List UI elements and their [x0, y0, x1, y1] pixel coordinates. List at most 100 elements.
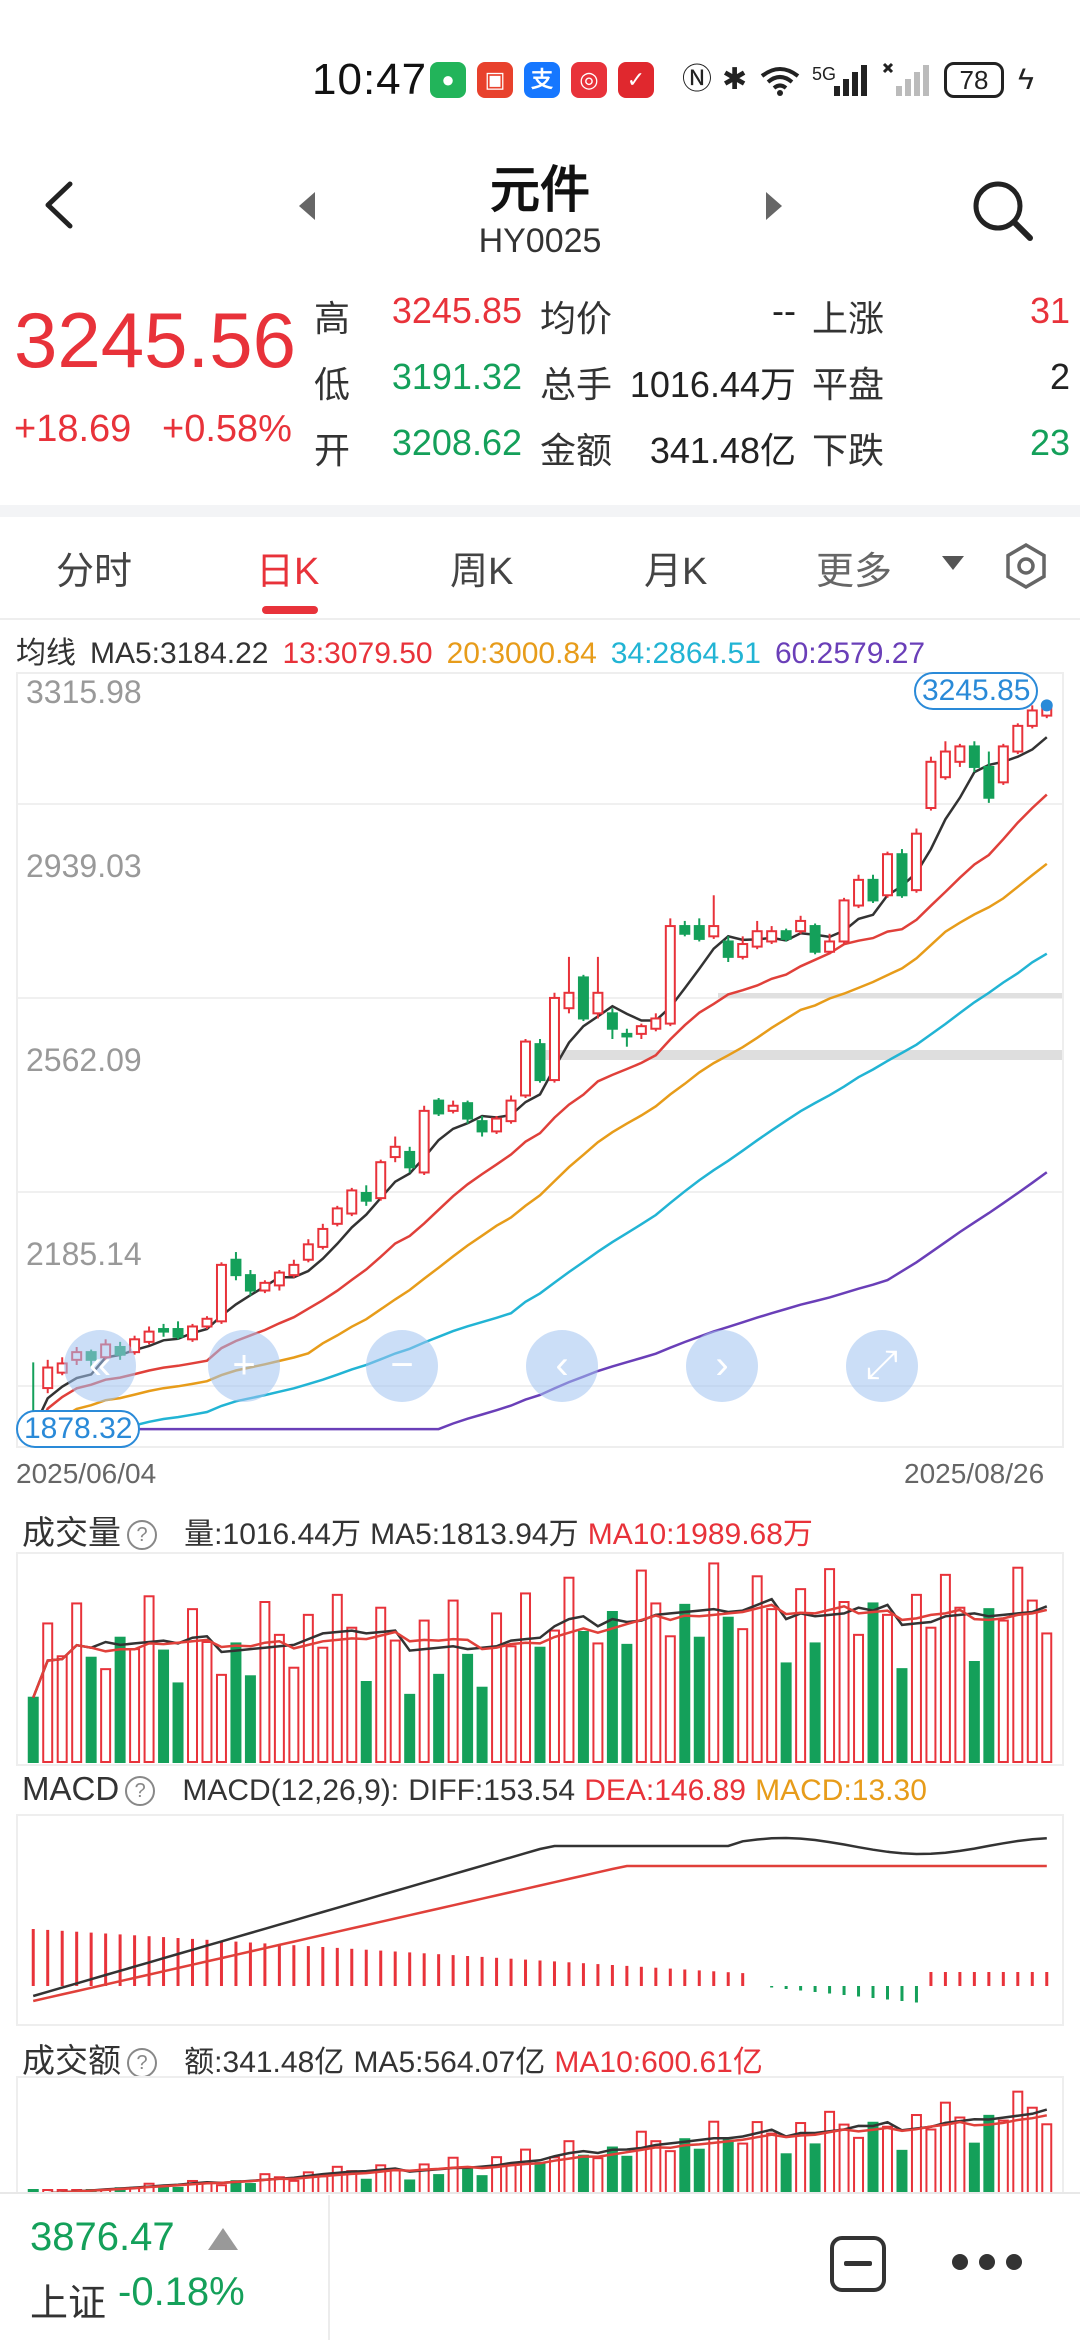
candle-body: [838, 899, 850, 943]
volume-bar: [346, 1626, 358, 1764]
amount-chart[interactable]: [16, 2076, 1064, 2196]
amount-value-text: 额:341.48亿: [184, 2046, 345, 2079]
candle-body: [882, 853, 893, 897]
volume-bar: [1041, 1632, 1053, 1763]
volume-bar: [606, 1611, 618, 1763]
candle-body: [42, 1366, 54, 1390]
minimize-button[interactable]: [830, 2236, 886, 2292]
tab-monthly-k[interactable]: 月K: [644, 551, 708, 593]
next-stock-button[interactable]: [762, 190, 786, 222]
amount-ma5: MA5:564.07亿: [353, 2046, 546, 2079]
macd-plot: [31, 1836, 1049, 2003]
search-button[interactable]: [970, 178, 1036, 244]
volume-bar: [838, 1601, 850, 1763]
scroll-left-icon[interactable]: ‹: [526, 1330, 598, 1402]
volume-bar: [187, 1608, 198, 1764]
candle-body: [577, 976, 589, 1020]
zoom-out-icon[interactable]: −: [366, 1330, 438, 1402]
volume-bar: [259, 1601, 271, 1763]
flash-app-icon: ✓: [618, 62, 654, 98]
volume-bar: [954, 1606, 966, 1764]
volume-ma5: MA5:1813.94万: [370, 1518, 579, 1551]
volume-bar: [375, 1606, 387, 1764]
tab-daily-k[interactable]: 日K: [256, 551, 320, 593]
chevron-down-icon[interactable]: [942, 556, 964, 570]
candle-body: [404, 1150, 416, 1169]
scroll-right-icon[interactable]: ›: [686, 1330, 758, 1402]
amount-bar: [447, 2156, 459, 2195]
help-icon[interactable]: ?: [125, 1776, 156, 1807]
tab-weekly-k[interactable]: 周K: [450, 551, 514, 593]
candle-body: [693, 925, 705, 940]
help-icon[interactable]: ?: [127, 1520, 157, 1551]
volume-bar: [360, 1681, 372, 1763]
volume-ma10: MA10:1989.68万: [587, 1518, 813, 1551]
signal-icon: [832, 62, 870, 98]
index-value[interactable]: 3876.47: [30, 2215, 175, 2259]
amount-bar: [664, 2150, 676, 2195]
amount-bar: [592, 2157, 604, 2195]
volume-bar: [404, 1693, 416, 1764]
volume-bar: [751, 1575, 763, 1763]
amount-bar: [693, 2148, 705, 2195]
amount-bar: [939, 2101, 951, 2195]
candle-body: [375, 1161, 387, 1200]
index-change[interactable]: -0.18%: [118, 2270, 245, 2314]
candle-body: [476, 1120, 488, 1133]
volume-bar: [548, 1629, 560, 1763]
tab-more[interactable]: 更多: [816, 551, 893, 593]
avg-price-label: 均价: [540, 298, 613, 339]
amount-bar: [1041, 2123, 1053, 2195]
amount-bar: [737, 2142, 749, 2195]
candle-body: [215, 1263, 227, 1323]
fullscreen-icon[interactable]: ⤢: [846, 1330, 918, 1402]
candle-body: [925, 760, 937, 810]
candle-body: [346, 1189, 358, 1215]
volume-bar: [172, 1682, 184, 1763]
candle-body: [418, 1109, 430, 1174]
help-icon[interactable]: ?: [127, 2048, 157, 2079]
volume-label: 总手: [540, 364, 613, 405]
tab-intraday[interactable]: 分时: [56, 551, 133, 593]
volume-chart[interactable]: [16, 1552, 1064, 1766]
macd-legend: MACD? MACD(12,26,9): DIFF:153.54 DEA:146…: [22, 1770, 927, 1808]
settings-button[interactable]: [1002, 542, 1050, 590]
zoom-in-icon[interactable]: +: [208, 1330, 280, 1402]
candle-body: [1026, 709, 1038, 727]
alipay-icon: 支: [524, 62, 560, 98]
signal-2-icon: [882, 62, 930, 98]
index-name[interactable]: 上证: [30, 2283, 107, 2325]
candle-body: [664, 925, 676, 1025]
arrow-up-icon: [208, 2228, 238, 2250]
open-label: 开: [314, 430, 351, 471]
dot-icon: [952, 2254, 968, 2270]
amount-bar: [780, 2153, 792, 2195]
kline-chart[interactable]: [16, 672, 1064, 1492]
candle-body: [447, 1104, 459, 1112]
rewind-icon[interactable]: «: [64, 1330, 136, 1402]
volume-bar: [780, 1662, 792, 1763]
volume-bar: [925, 1626, 937, 1764]
stock-name: 元件: [490, 162, 590, 218]
volume-ma5-line: [32, 1597, 1048, 1699]
charging-icon: ϟ: [1018, 63, 1034, 96]
prev-stock-button[interactable]: [295, 190, 319, 222]
amount-bar: [882, 2125, 893, 2195]
volume-bar: [331, 1593, 343, 1763]
stock-code: HY0025: [478, 222, 602, 260]
min-price-marker: 1878.32: [16, 1410, 141, 1448]
macd-chart[interactable]: [16, 1814, 1064, 2026]
candle-body: [896, 853, 908, 897]
gear-icon: [1006, 542, 1046, 590]
more-options-button[interactable]: [952, 2248, 1022, 2278]
volume-bar: [143, 1595, 155, 1763]
ma13-value: 13:3079.50: [282, 637, 433, 670]
tab-divider: [0, 618, 1080, 620]
volume-bar: [288, 1666, 300, 1763]
back-button[interactable]: [40, 180, 80, 230]
ma60-value: 60:2579.27: [774, 637, 926, 670]
candle-body: [1012, 724, 1024, 753]
wechat-icon: ●: [430, 62, 466, 98]
volume-bar: [693, 1636, 705, 1763]
kline-plot[interactable]: [18, 674, 1062, 1492]
